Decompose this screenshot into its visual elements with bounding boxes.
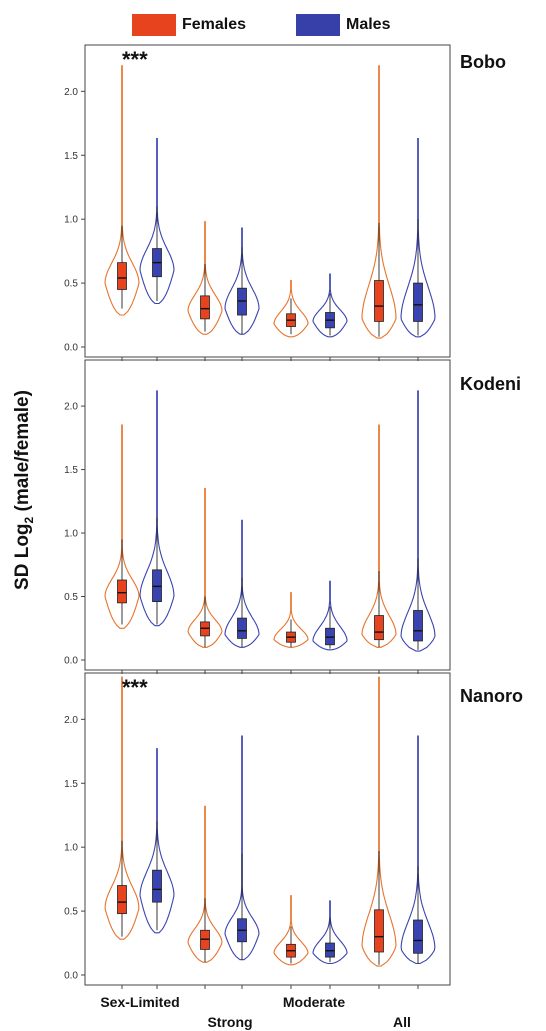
y-tick-label-nanoro: 1.0 (64, 843, 78, 854)
violin-female-moderate-nanoro (273, 895, 309, 966)
box-female-all-bobo (374, 280, 384, 322)
box-female-sex-limited-nanoro (117, 885, 127, 915)
legend-swatch-males (296, 14, 340, 36)
x-tick-label-sex-limited: Sex-Limited (100, 994, 180, 1010)
box-female-all-nanoro (374, 909, 384, 953)
y-tick-label-kodeni: 2.0 (64, 402, 78, 413)
violin-male-sex-limited-bobo (139, 138, 175, 305)
violin-male-moderate-kodeni (312, 580, 348, 651)
violin-female-strong-kodeni (187, 488, 223, 648)
x-tick-label-strong: Strong (207, 1014, 253, 1030)
violin-female-strong-nanoro (187, 805, 223, 963)
legend-item-males: Males (296, 12, 390, 38)
box-male-sex-limited-nanoro (152, 869, 162, 903)
significance-annotation-bobo: *** (122, 47, 148, 72)
violin-female-all-bobo (361, 65, 397, 339)
violin-female-sex-limited-nanoro (104, 676, 140, 940)
box-female-sex-limited-kodeni (117, 579, 127, 604)
panel-label-bobo: Bobo (460, 52, 506, 72)
y-tick-label-kodeni: 1.0 (64, 529, 78, 540)
x-tick-label-all: All (393, 1014, 411, 1030)
box-female-all-kodeni (374, 615, 384, 641)
box-male-strong-kodeni (237, 617, 247, 639)
y-tick-label-kodeni: 0.0 (64, 656, 78, 667)
y-tick-label-bobo: 0.5 (64, 279, 78, 290)
box-male-all-bobo (413, 282, 423, 322)
y-tick-label-nanoro: 2.0 (64, 715, 78, 726)
violin-female-moderate-kodeni (273, 592, 309, 648)
violin-male-strong-kodeni (224, 519, 260, 648)
violin-female-sex-limited-kodeni (104, 424, 140, 629)
violin-male-moderate-bobo (312, 273, 348, 338)
box-male-all-kodeni (413, 610, 423, 642)
panel-frame-nanoro (84, 672, 451, 986)
panel-frame-kodeni (84, 359, 451, 671)
x-tick-label-moderate: Moderate (282, 994, 346, 1010)
panel-frame-bobo (84, 44, 451, 358)
legend-item-females: Females (132, 12, 246, 38)
box-female-sex-limited-bobo (117, 262, 127, 290)
box-male-all-nanoro (413, 919, 423, 954)
violin-male-strong-bobo (224, 227, 260, 335)
panel-label-kodeni: Kodeni (460, 374, 521, 394)
significance-annotation-nanoro: *** (122, 675, 148, 700)
y-tick-label-nanoro: 1.5 (64, 779, 78, 790)
violin-female-moderate-bobo (273, 279, 309, 338)
y-tick-label-bobo: 0.0 (64, 343, 78, 354)
y-tick-label-bobo: 2.0 (64, 87, 78, 98)
legend-swatch-females (132, 14, 176, 36)
violin-male-all-bobo (400, 138, 436, 338)
legend-label-males: Males (346, 16, 391, 33)
violin-male-sex-limited-nanoro (139, 748, 175, 934)
y-tick-label-bobo: 1.5 (64, 151, 78, 162)
legend-label-females: Females (182, 16, 247, 33)
y-tick-label-kodeni: 0.5 (64, 592, 78, 603)
legend: Females Males (0, 12, 546, 38)
y-tick-label-kodeni: 1.5 (64, 465, 78, 476)
y-tick-label-nanoro: 0.5 (64, 907, 78, 918)
panel-label-nanoro: Nanoro (460, 686, 523, 706)
violin-male-all-nanoro (400, 735, 436, 965)
violin-female-strong-bobo (187, 221, 223, 335)
y-tick-label-nanoro: 0.0 (64, 971, 78, 982)
violin-male-sex-limited-kodeni (139, 390, 175, 627)
box-female-strong-bobo (200, 295, 210, 320)
y-tick-label-bobo: 1.0 (64, 215, 78, 226)
violin-female-sex-limited-bobo (104, 65, 140, 316)
violin-male-moderate-nanoro (312, 900, 348, 965)
violin-female-all-nanoro (361, 676, 397, 967)
